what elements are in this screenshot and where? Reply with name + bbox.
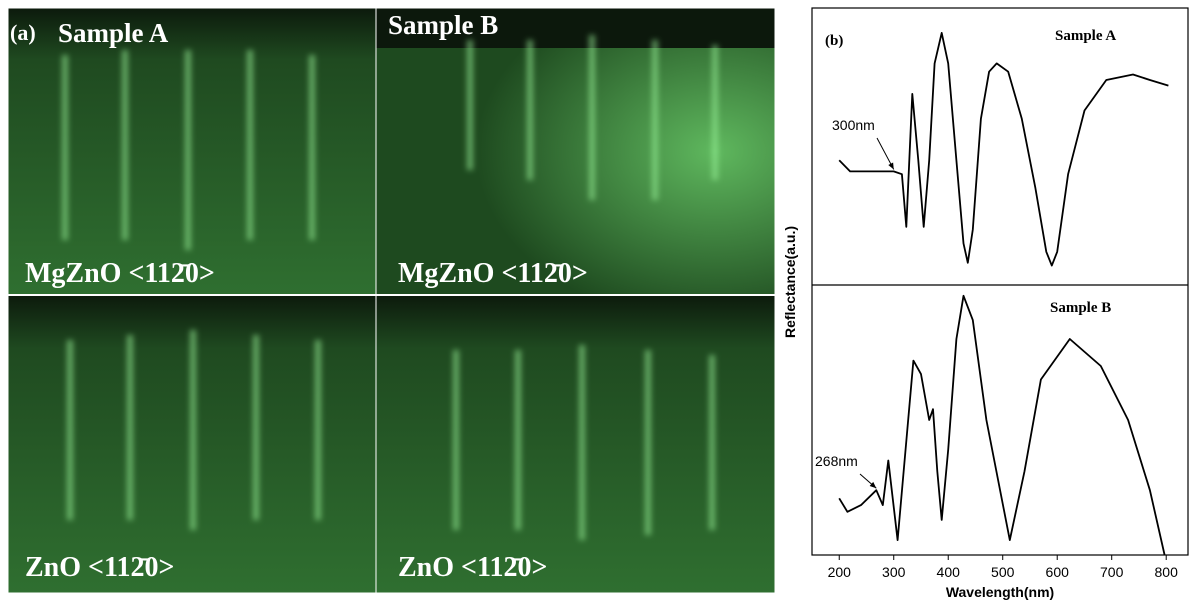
image (376, 295, 775, 593)
annotation: 300nm (832, 117, 875, 133)
image-caption: MgZnO <112̄0> (25, 258, 215, 289)
streaks (62, 35, 718, 540)
plot-frame (811, 7, 1189, 556)
x-tick-label: 800 (1155, 564, 1179, 580)
x-axis-label: Wavelength(nm) (946, 584, 1054, 600)
arrow-head (888, 162, 894, 170)
image (376, 8, 775, 295)
x-tick-label: 200 (828, 564, 852, 580)
panel-label: (a) (10, 20, 36, 45)
x-tick-label: 700 (1100, 564, 1124, 580)
reflectance-plot: (b) Reflectance(a.u.) Wavelength(nm) Sam… (782, 7, 1189, 600)
x-tick-label: 300 (882, 564, 906, 580)
y-axis-label: Reflectance(a.u.) (782, 226, 798, 338)
image-caption: ZnO <112̄0> (398, 552, 547, 583)
series-title: Sample B (1050, 300, 1111, 316)
reflectance-curve (838, 294, 1166, 556)
arrow-head (869, 481, 877, 489)
reflectance-curve (838, 32, 1169, 267)
panel-label: (b) (825, 33, 843, 49)
x-tick-label: 600 (1046, 564, 1070, 580)
image-title: Sample A (58, 18, 169, 48)
image-title: Sample B (388, 10, 498, 40)
annotation: 268nm (815, 453, 858, 469)
image-caption: MgZnO <112̄0> (398, 258, 588, 289)
rheed-images: (a) Sample A Sample B MgZnO <112̄0> MgZn… (7, 7, 776, 594)
series-title: Sample A (1055, 28, 1116, 44)
image-caption: ZnO <112̄0> (25, 552, 174, 583)
x-tick-label: 400 (937, 564, 961, 580)
image-shadow (376, 8, 775, 48)
x-tick-label: 500 (991, 564, 1015, 580)
